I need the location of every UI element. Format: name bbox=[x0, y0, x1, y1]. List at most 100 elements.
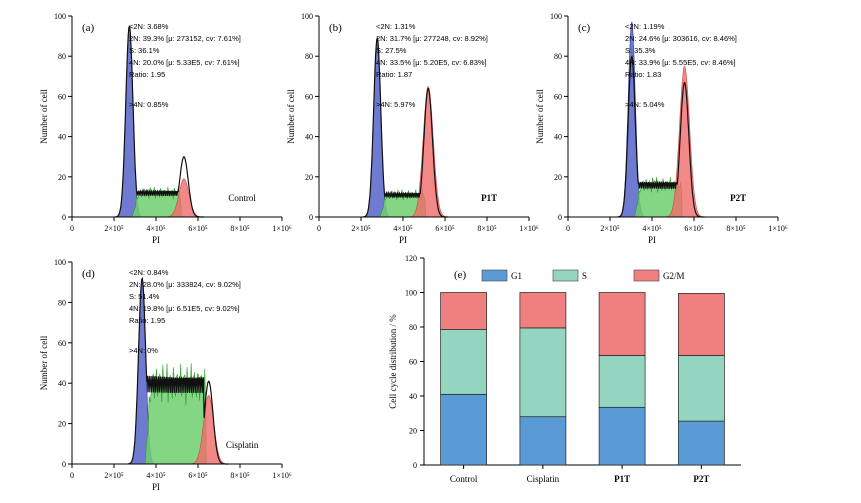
x-tick-label: 0 bbox=[70, 224, 74, 233]
bar-segment bbox=[519, 327, 567, 418]
histogram-curve bbox=[362, 36, 448, 218]
y-tick-label: 20 bbox=[305, 173, 313, 182]
g2m-fill bbox=[666, 66, 703, 218]
x-tick-label: 4×10⁵ bbox=[393, 224, 413, 233]
bar-segment bbox=[440, 329, 487, 395]
over4n-stat: >4N: 5.04% bbox=[625, 100, 665, 109]
bar-segment bbox=[519, 292, 567, 329]
x-tick-label: 4×10⁵ bbox=[146, 224, 166, 233]
legend-label: G1 bbox=[511, 271, 522, 281]
x-tick-label: 0 bbox=[317, 224, 321, 233]
stacked-bar-panel: 0 20 40 60 80 100 120 Cell cycle distribution /… bbox=[388, 254, 741, 484]
y-tick-label: 20 bbox=[58, 173, 66, 182]
over4n-stat: >4N: 0% bbox=[129, 346, 158, 355]
x-axis-label: PI bbox=[399, 235, 407, 245]
bar-segment bbox=[678, 355, 725, 422]
histogram-panel-1: 0 20 40 60 80 100 0 2×10⁵ 4×10⁵ 6×10⁵ 8×10⁵ 1×10⁶ PI… bbox=[39, 12, 292, 245]
stat-line: 4N: 33.5% [μ: 5.20E5, cv: 6.83%] bbox=[376, 58, 487, 67]
bar-segment bbox=[598, 292, 646, 356]
stat-line: Ratio: 1.95 bbox=[129, 70, 165, 79]
bar-segment bbox=[598, 406, 646, 466]
y-tick-label: 40 bbox=[305, 133, 313, 142]
panel-letter: (c) bbox=[578, 22, 591, 34]
x-tick-label: 6×10⁵ bbox=[188, 471, 208, 480]
y-tick-label: 60 bbox=[58, 92, 66, 101]
x-tick-label: 6×10⁵ bbox=[684, 224, 704, 233]
x-tick-label: 2×10⁵ bbox=[104, 471, 124, 480]
x-tick-label: 1×10⁶ bbox=[272, 224, 292, 233]
bar-y-tick-label: 100 bbox=[405, 289, 417, 298]
histogram-curve bbox=[127, 276, 229, 465]
stat-line: 2N: 31.7% [μ: 277248, cv: 8.92%] bbox=[376, 34, 488, 43]
legend-swatch bbox=[481, 269, 508, 282]
stat-line: S: 35.3% bbox=[625, 46, 656, 55]
panel-letter: (e) bbox=[454, 269, 467, 281]
y-tick-label: 40 bbox=[554, 133, 562, 142]
bar-y-tick-label: 120 bbox=[405, 254, 417, 263]
histogram-curve bbox=[617, 55, 705, 218]
g2m-fill bbox=[410, 86, 447, 218]
legend-label: G2/M bbox=[663, 271, 685, 281]
x-tick-label: 1×10⁶ bbox=[272, 471, 292, 480]
bar-y-tick-label: 40 bbox=[409, 392, 417, 401]
bar-segment bbox=[440, 292, 487, 330]
x-tick-label: 2×10⁵ bbox=[600, 224, 620, 233]
stat-line: Ratio: 1.83 bbox=[625, 70, 661, 79]
bar-category-label: P1T bbox=[614, 474, 630, 484]
bar-y-tick-label: 80 bbox=[409, 323, 417, 332]
x-axis-label: PI bbox=[648, 235, 656, 245]
stat-line: 4N: 20.0% [μ: 5.33E5, cv: 7.61%] bbox=[129, 58, 240, 67]
y-tick-label: 0 bbox=[309, 213, 313, 222]
panel-letter: (b) bbox=[329, 22, 342, 34]
y-axis-label: Number of cell bbox=[39, 89, 49, 144]
y-axis-label: Number of cell bbox=[286, 89, 296, 144]
bar-segment bbox=[519, 416, 567, 466]
y-tick-label: 100 bbox=[550, 12, 562, 21]
y-tick-label: 40 bbox=[58, 133, 66, 142]
x-tick-label: 1×10⁶ bbox=[768, 224, 788, 233]
stat-line: <2N: 1.31% bbox=[376, 22, 416, 31]
histogram-panel-4: 0 20 40 60 80 100 0 2×10⁵ 4×10⁵ 6×10⁵ 8×10⁵ 1×10⁶ PI… bbox=[39, 258, 292, 492]
x-tick-label: 1×10⁶ bbox=[519, 224, 539, 233]
over4n-stat: >4N: 5.97% bbox=[376, 100, 416, 109]
x-tick-label: 8×10⁵ bbox=[726, 224, 746, 233]
g2m-fill bbox=[190, 395, 227, 465]
legend-swatch bbox=[552, 269, 579, 282]
panel-letter: (d) bbox=[82, 268, 95, 280]
stat-line: Ratio: 1.95 bbox=[129, 316, 165, 325]
y-tick-label: 100 bbox=[301, 12, 313, 21]
y-tick-label: 60 bbox=[305, 92, 313, 101]
over4n-stat: >4N: 0.85% bbox=[129, 100, 169, 109]
x-tick-label: 2×10⁵ bbox=[351, 224, 371, 233]
sample-label: P1T bbox=[481, 193, 497, 203]
y-tick-label: 20 bbox=[58, 420, 66, 429]
stat-line: S: 36.1% bbox=[129, 46, 160, 55]
y-tick-label: 0 bbox=[558, 213, 562, 222]
y-tick-label: 0 bbox=[62, 213, 66, 222]
bar-segment bbox=[678, 293, 725, 356]
bar-category-label: Cisplatin bbox=[527, 474, 560, 484]
y-tick-label: 80 bbox=[58, 52, 66, 61]
histogram-panel-3: 0 20 40 60 80 100 0 2×10⁵ 4×10⁵ 6×10⁵ 8×10⁵ 1×10⁶ PI… bbox=[535, 12, 788, 245]
stat-line: S: 27.5% bbox=[376, 46, 407, 55]
bar-segment bbox=[440, 393, 487, 466]
y-tick-label: 20 bbox=[554, 173, 562, 182]
x-axis-label: PI bbox=[152, 482, 160, 492]
y-tick-label: 100 bbox=[54, 258, 66, 267]
bar-y-tick-label: 0 bbox=[413, 461, 417, 470]
sample-label: Cisplatin bbox=[226, 440, 259, 450]
sample-label: P2T bbox=[730, 193, 746, 203]
y-tick-label: 80 bbox=[305, 52, 313, 61]
bar-y-tick-label: 20 bbox=[409, 427, 417, 436]
x-tick-label: 8×10⁵ bbox=[230, 224, 250, 233]
stat-line: S: 51.4% bbox=[129, 292, 160, 301]
y-tick-label: 60 bbox=[58, 339, 66, 348]
stat-line: 2N: 24.6% [μ: 303616, cv: 8.46%] bbox=[625, 34, 737, 43]
x-tick-label: 8×10⁵ bbox=[230, 471, 250, 480]
stat-line: 2N: 39.3% [μ: 273152, cv: 7.61%] bbox=[129, 34, 241, 43]
bar-y-tick-label: 60 bbox=[409, 358, 417, 367]
y-tick-label: 0 bbox=[62, 460, 66, 469]
y-axis-label: Number of cell bbox=[535, 89, 545, 144]
